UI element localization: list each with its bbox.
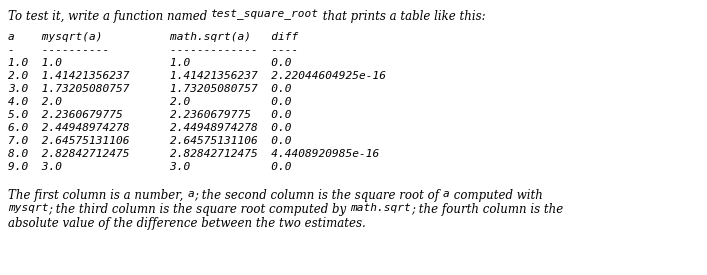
Text: test_square_root: test_square_root (211, 10, 319, 20)
Text: 6.0  2.44948974278      2.44948974278  0.0: 6.0 2.44948974278 2.44948974278 0.0 (8, 123, 291, 133)
Text: math.sqrt: math.sqrt (351, 203, 411, 213)
Text: 3.0  1.73205080757      1.73205080757  0.0: 3.0 1.73205080757 1.73205080757 0.0 (8, 84, 291, 94)
Text: The first column is a number,: The first column is a number, (8, 189, 187, 202)
Text: absolute value of the difference between the two estimates.: absolute value of the difference between… (8, 217, 366, 230)
Text: ; the second column is the square root of: ; the second column is the square root o… (194, 189, 443, 202)
Text: 4.0  2.0                2.0            0.0: 4.0 2.0 2.0 0.0 (8, 97, 291, 107)
Text: ; the third column is the square root computed by: ; the third column is the square root co… (49, 203, 351, 216)
Text: mysqrt: mysqrt (8, 203, 49, 213)
Text: ; the fourth column is the: ; the fourth column is the (411, 203, 563, 216)
Text: 2.0  1.41421356237      1.41421356237  2.22044604925e-16: 2.0 1.41421356237 1.41421356237 2.220446… (8, 71, 386, 81)
Text: a: a (187, 189, 194, 199)
Text: 5.0  2.2360679775       2.2360679775   0.0: 5.0 2.2360679775 2.2360679775 0.0 (8, 110, 291, 120)
Text: 9.0  3.0                3.0            0.0: 9.0 3.0 3.0 0.0 (8, 162, 291, 172)
Text: a    mysqrt(a)          math.sqrt(a)   diff: a mysqrt(a) math.sqrt(a) diff (8, 32, 298, 42)
Text: 8.0  2.82842712475      2.82842712475  4.4408920985e-16: 8.0 2.82842712475 2.82842712475 4.440892… (8, 149, 379, 159)
Text: To test it, write a function named: To test it, write a function named (8, 10, 211, 23)
Text: that prints a table like this:: that prints a table like this: (319, 10, 486, 23)
Text: 7.0  2.64575131106      2.64575131106  0.0: 7.0 2.64575131106 2.64575131106 0.0 (8, 136, 291, 146)
Text: -    ----------         -------------  ----: - ---------- ------------- ---- (8, 45, 298, 55)
Text: 1.0  1.0                1.0            0.0: 1.0 1.0 1.0 0.0 (8, 58, 291, 68)
Text: computed with: computed with (450, 189, 542, 202)
Text: a: a (443, 189, 450, 199)
